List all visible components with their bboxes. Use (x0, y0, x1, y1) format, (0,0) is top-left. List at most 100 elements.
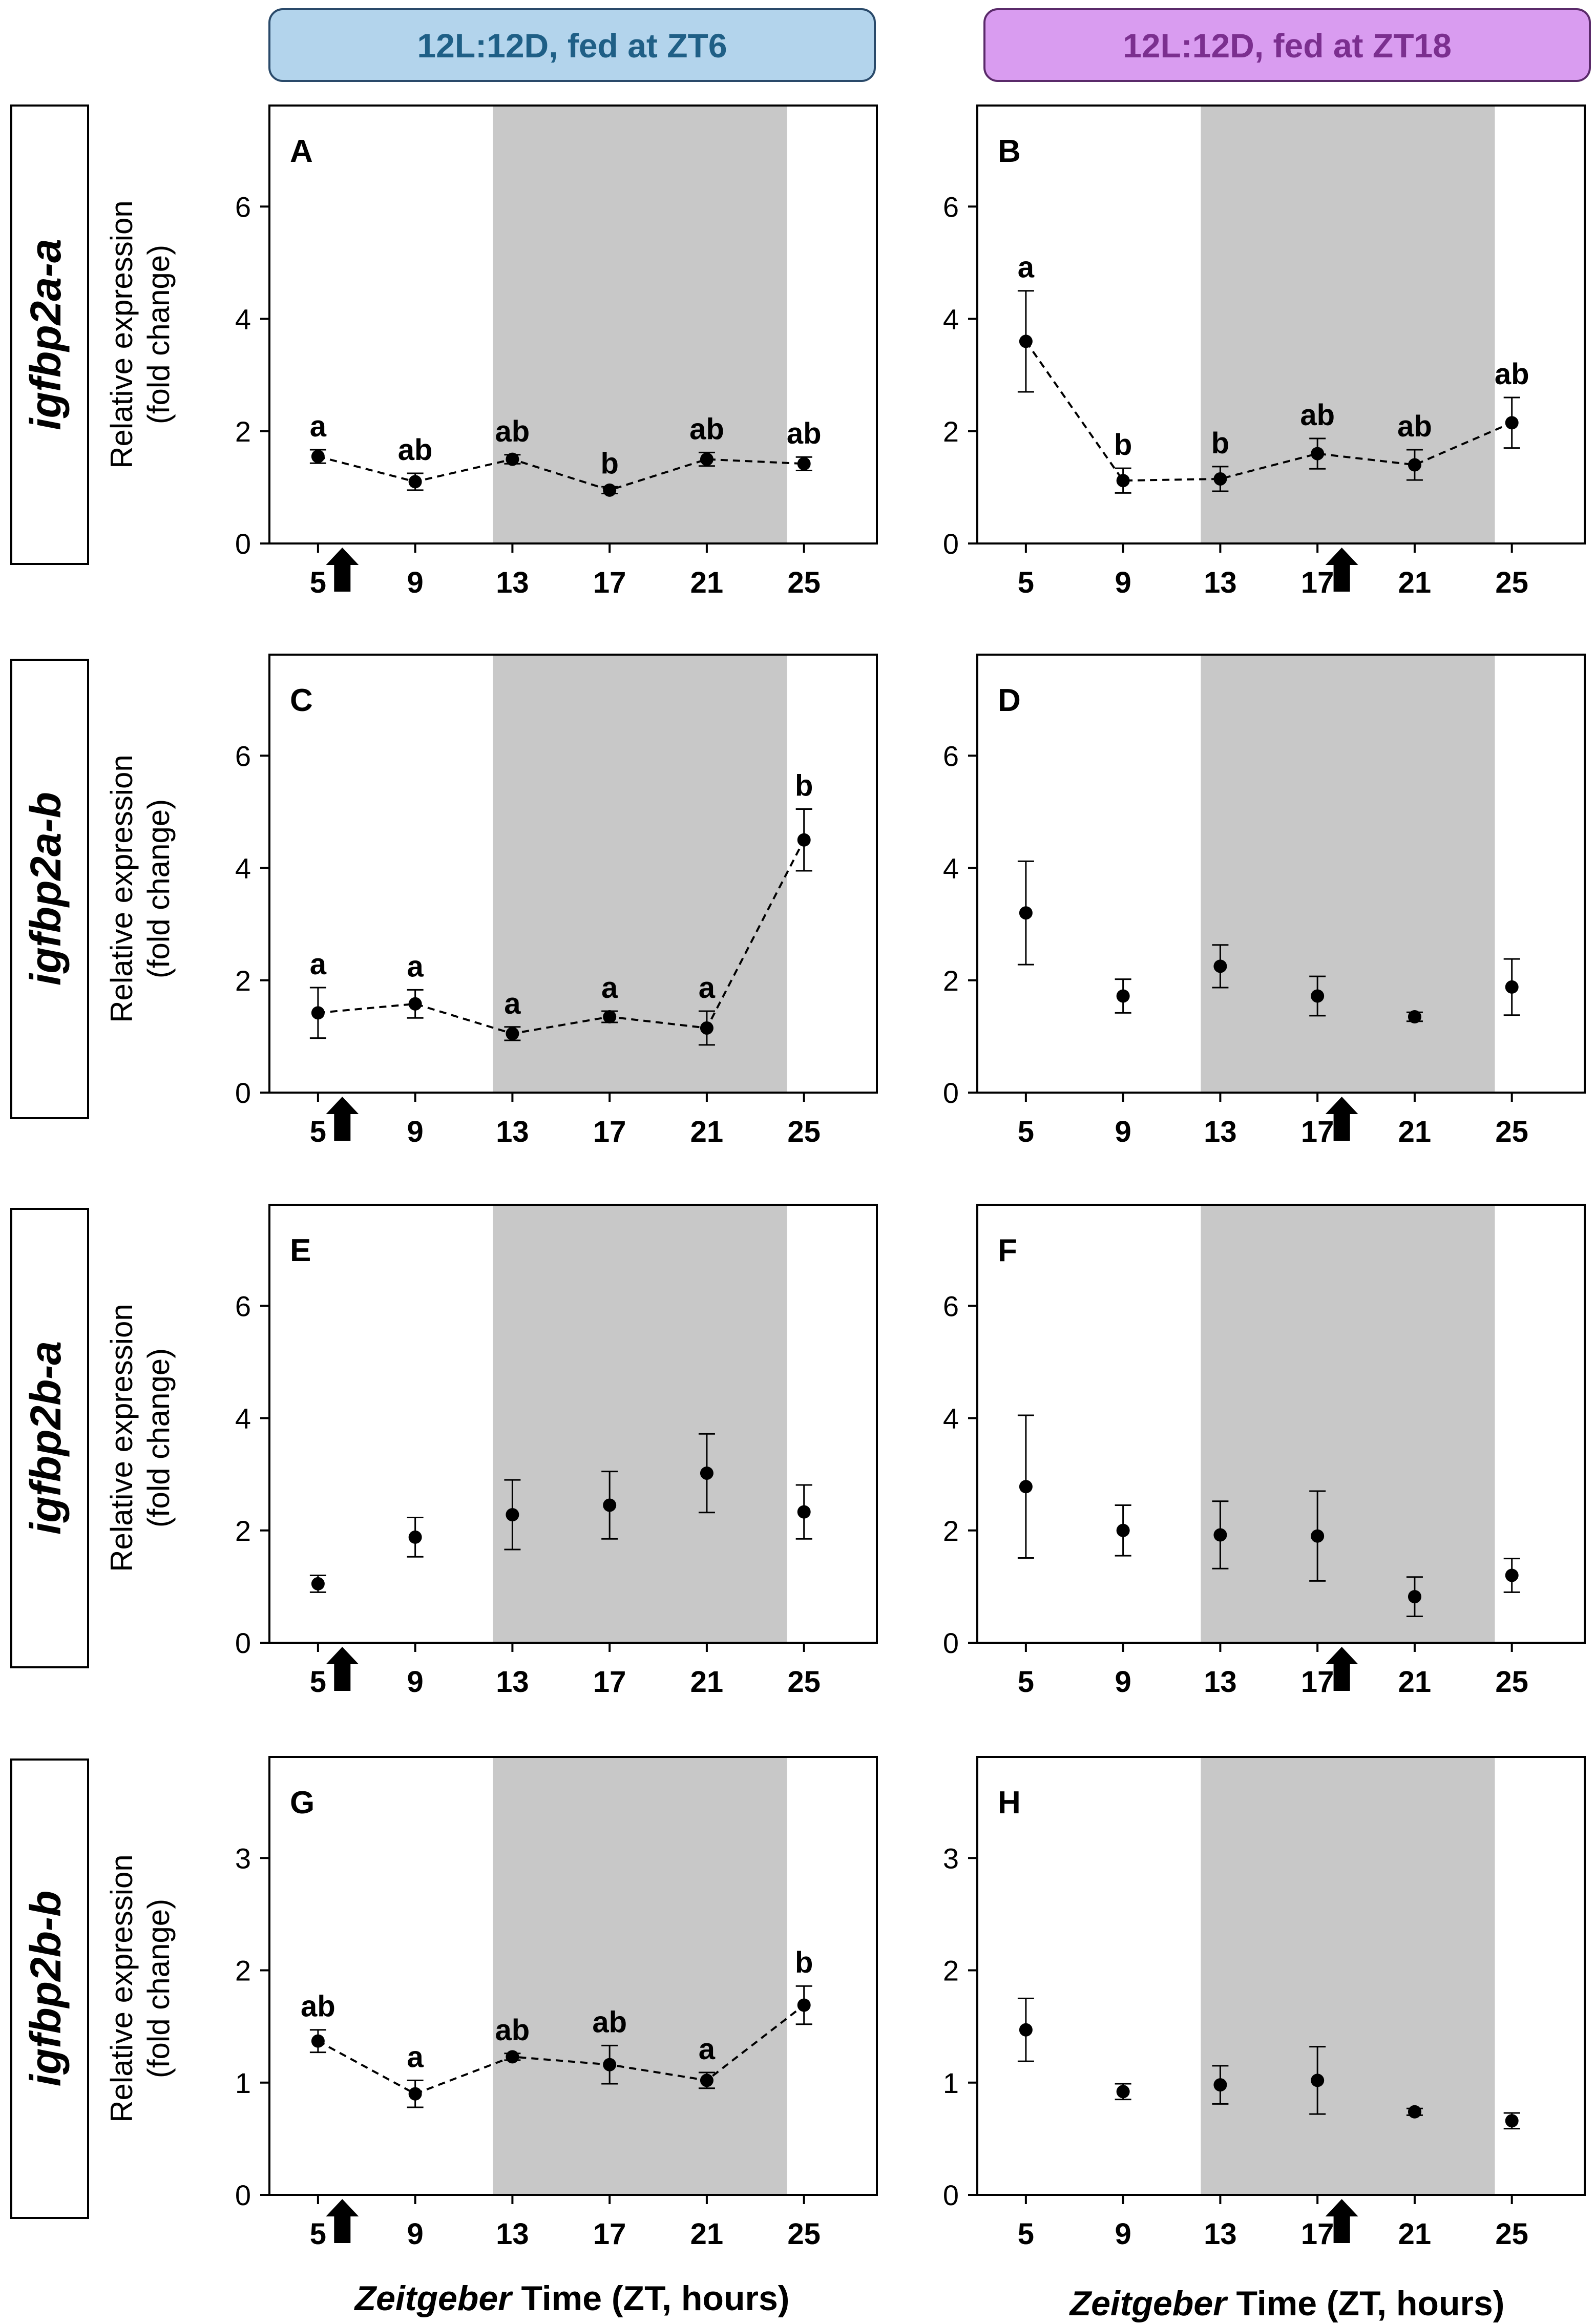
x-tick-label: 17 (593, 1115, 626, 1148)
x-tick-label: 5 (1018, 1115, 1034, 1148)
data-point (1019, 1480, 1033, 1494)
panel-label: C (290, 683, 313, 718)
panel-a: A 0 2 4 6 5 9 13 17 21 25 a ab ab b ab ab (235, 104, 878, 599)
y-tick-label: 0 (235, 1077, 251, 1109)
row-label-text: igfbp2b-a (22, 1341, 70, 1535)
panel-label: A (290, 134, 313, 169)
y-axis-title-line-2: (fold change) (141, 1899, 176, 2078)
series-line (317, 2004, 805, 2095)
data-point (1213, 959, 1227, 973)
feeding-arrow-icon (326, 1647, 359, 1691)
data-point (797, 457, 811, 471)
plot-frame (268, 104, 878, 545)
column-header-zt6-box (268, 8, 876, 82)
row-label-text: igfbp2a-a (22, 239, 70, 430)
feeding-arrow-icon (1325, 2199, 1358, 2243)
data-point (408, 997, 422, 1011)
panel-h: H 0 1 2 3 5 9 13 17 21 25 (943, 1756, 1586, 2251)
data-point (1116, 989, 1130, 1003)
y-tick-label: 4 (943, 303, 959, 336)
data-point (1505, 1568, 1519, 1582)
x-tick-label: 9 (1115, 1665, 1131, 1699)
row-label-box (10, 104, 89, 565)
data-point (603, 1010, 617, 1024)
significance-letter: ab (1495, 358, 1529, 391)
data-point (1408, 458, 1421, 472)
significance-letter: a (601, 971, 618, 1004)
y-tick-label: 6 (943, 1290, 959, 1322)
column-header-zt18-label: 12L:12D, fed at ZT18 (1123, 27, 1452, 65)
feeding-arrow-icon (1325, 1097, 1358, 1141)
significance-letter: a (407, 2040, 424, 2074)
y-axis-title-line-2: (fold change) (141, 1348, 176, 1527)
data-point (603, 1498, 617, 1512)
significance-letter: ab (301, 1990, 335, 2023)
data-point (1505, 416, 1519, 430)
y-tick-label: 4 (235, 852, 251, 885)
panel-e: E 0 2 4 6 5 9 13 17 21 25 (235, 1204, 878, 1699)
data-point (1116, 474, 1130, 488)
panel-label: H (998, 1785, 1021, 1820)
data-point (797, 1505, 811, 1519)
dark-phase-band (1201, 1757, 1495, 2195)
x-tick-label: 25 (787, 1665, 821, 1699)
row-label-igfbp2b-a: igfbp2b-a (10, 1208, 89, 1668)
data-point (700, 1021, 713, 1035)
x-tick-label: 21 (690, 566, 724, 599)
x-tick-label: 13 (496, 1115, 529, 1148)
x-tick-label: 17 (593, 566, 626, 599)
data-point (1408, 1010, 1421, 1024)
data-point (1019, 906, 1033, 920)
x-axis-title-italic: Zeitgeber (1069, 2284, 1229, 2323)
y-tick-label: 4 (235, 303, 251, 336)
data-point (700, 1466, 713, 1480)
significance-letter: a (407, 950, 424, 983)
y-tick-label: 3 (943, 1842, 959, 1874)
column-header-zt6-label: 12L:12D, fed at ZT6 (417, 27, 727, 65)
data-point (700, 2074, 713, 2087)
significance-letter: a (310, 948, 327, 981)
row-label-box (10, 1758, 89, 2219)
data-point (1505, 2114, 1519, 2128)
x-tick-label: 17 (1301, 566, 1334, 599)
x-tick-label: 5 (310, 2217, 326, 2251)
y-tick-label: 0 (235, 1627, 251, 1659)
y-tick-label: 6 (943, 191, 959, 223)
data-point (311, 450, 325, 464)
x-tick-label: 13 (1204, 1665, 1237, 1699)
x-tick-label: 5 (310, 566, 326, 599)
data-point (506, 2050, 519, 2064)
significance-letter: a (504, 987, 521, 1020)
plot-frame (976, 654, 1586, 1094)
x-tick-label: 21 (690, 1665, 724, 1699)
y-tick-label: 2 (235, 1515, 251, 1547)
y-tick-label: 2 (943, 1955, 959, 1987)
significance-letter: a (1018, 251, 1035, 284)
panel-label: D (998, 683, 1021, 718)
feeding-arrow-icon (326, 1097, 359, 1141)
y-axis-title-row-4: Relative expression (fold change) (104, 1854, 176, 2123)
plot-frame (268, 654, 878, 1094)
y-axis-title-line-1: Relative expression (104, 200, 139, 469)
feeding-arrow-icon (326, 2199, 359, 2243)
significance-letter: a (699, 971, 716, 1004)
x-tick-label: 21 (690, 2217, 724, 2251)
x-tick-label: 25 (1495, 1665, 1528, 1699)
x-tick-label: 9 (1115, 566, 1131, 599)
data-point (311, 1577, 325, 1590)
x-tick-label: 21 (690, 1115, 724, 1148)
significance-letter: a (699, 2033, 716, 2066)
y-tick-label: 0 (235, 2179, 251, 2211)
x-tick-label: 13 (496, 2217, 529, 2251)
x-tick-label: 25 (787, 566, 821, 599)
y-tick-label: 1 (235, 2067, 251, 2099)
y-tick-label: 2 (943, 415, 959, 448)
significance-letter: b (1211, 427, 1229, 460)
significance-letter: b (600, 447, 618, 480)
panel-f: F 0 2 4 6 5 9 13 17 21 25 (943, 1204, 1586, 1699)
x-tick-label: 25 (787, 1115, 821, 1148)
x-axis-title-rest: Time (ZT, hours) (1227, 2284, 1505, 2323)
significance-letter: b (795, 769, 813, 802)
significance-letter: ab (689, 412, 724, 446)
dark-phase-band (493, 106, 787, 543)
